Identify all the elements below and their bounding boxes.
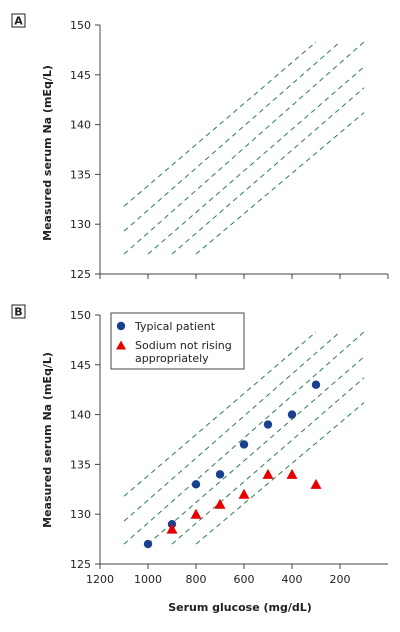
sodium-not-rising-point (286, 468, 298, 479)
panel-b-y-tick-label: 135 (70, 458, 91, 471)
sodium-not-rising-point (238, 488, 250, 499)
panel-a-ticks: 125 130 135 140 145 150 (70, 19, 389, 281)
sodium-not-rising-point (166, 523, 178, 534)
panel-b-label-box (11, 304, 26, 319)
sodium-not-rising-point (214, 498, 226, 509)
panel-b-x-tick-label: 600 (234, 573, 255, 586)
panel-b-x-tick-label: 800 (186, 573, 207, 586)
panel-a-y-axis-title: Measured serum Na (mEq/L) (41, 65, 54, 241)
typical-patient-point (311, 380, 321, 389)
typical-patient-point (287, 410, 297, 419)
panel-a-y-tick-label: 130 (70, 218, 91, 231)
sodium-not-rising-point (310, 478, 322, 489)
panel-a-reference-line (171, 87, 365, 255)
panel-b-y-tick-label: 125 (70, 558, 91, 571)
panel-a-y-tick-label: 140 (70, 119, 91, 132)
panel-b-reference-line (123, 331, 317, 497)
typical-patient-point (215, 470, 225, 479)
panel-b-reference-line (147, 356, 365, 545)
sodium-not-rising-point (190, 508, 202, 519)
legend: Typical patient Sodium not rising approp… (110, 312, 245, 370)
panel-a-y-tick-label: 150 (70, 19, 91, 32)
panel-b-label: B (14, 306, 22, 319)
legend-not-rising-label-line1: Sodium not rising (135, 339, 232, 352)
legend-not-rising-marker (116, 340, 126, 350)
panel-b-y-axis-title: Measured serum Na (mEq/L) (41, 352, 54, 528)
panel-b-y-tick-label: 130 (70, 508, 91, 521)
panel-a-y-tick-label: 125 (70, 268, 91, 281)
panel-b-y-tick-label: 140 (70, 409, 91, 422)
panel-b-y-tick-label: 150 (70, 309, 91, 322)
panel-a: A Measured serum Na (mEq/L) 125 130 135 140… (11, 13, 389, 281)
legend-typical-label: Typical patient (134, 320, 216, 333)
typical-patient-point (239, 440, 249, 449)
panel-b-x-tick-label: 1200 (86, 573, 114, 586)
legend-box (110, 312, 245, 370)
sodium-not-rising-point (262, 468, 274, 479)
panel-b-reference-line (123, 331, 341, 522)
legend-typical-marker (116, 321, 126, 331)
panel-b-x-tick-label: 400 (282, 573, 303, 586)
typical-patient-point (263, 420, 273, 429)
panel-a-label: A (14, 15, 23, 28)
panel-a-reference-line (123, 41, 317, 207)
typical-patient-point (191, 480, 201, 489)
panel-b-reference-line (195, 402, 365, 545)
panel-b-ticks: 125 130 135 140 145 150 1200 1000 800 600 400 200 (70, 309, 351, 586)
panel-a-reference-line (123, 41, 341, 232)
panel-a-reference-line (195, 112, 365, 255)
panel-b-points (143, 380, 322, 549)
panel-a-reference-lines (123, 41, 365, 255)
panel-a-y-tick-label: 135 (70, 168, 91, 181)
panel-b-reference-line (171, 377, 365, 545)
panel-b-y-tick-label: 145 (70, 359, 91, 372)
panel-b-x-tick-label: 200 (330, 573, 351, 586)
panel-a-reference-line (147, 66, 365, 255)
panel-a-reference-line (123, 41, 365, 255)
panel-b-reference-lines (123, 331, 365, 545)
panel-a-label-box (11, 13, 26, 28)
typical-patient-point (143, 539, 153, 549)
legend-not-rising-label-line2: appropriately (135, 352, 209, 365)
panel-b-x-tick-label: 1000 (134, 573, 162, 586)
panel-b: B Measured serum Na (mEq/L) 125 130 135 140… (11, 304, 388, 614)
panel-a-y-tick-label: 145 (70, 69, 91, 82)
panel-b-x-axis-title: Serum glucose (mg/dL) (168, 601, 312, 614)
